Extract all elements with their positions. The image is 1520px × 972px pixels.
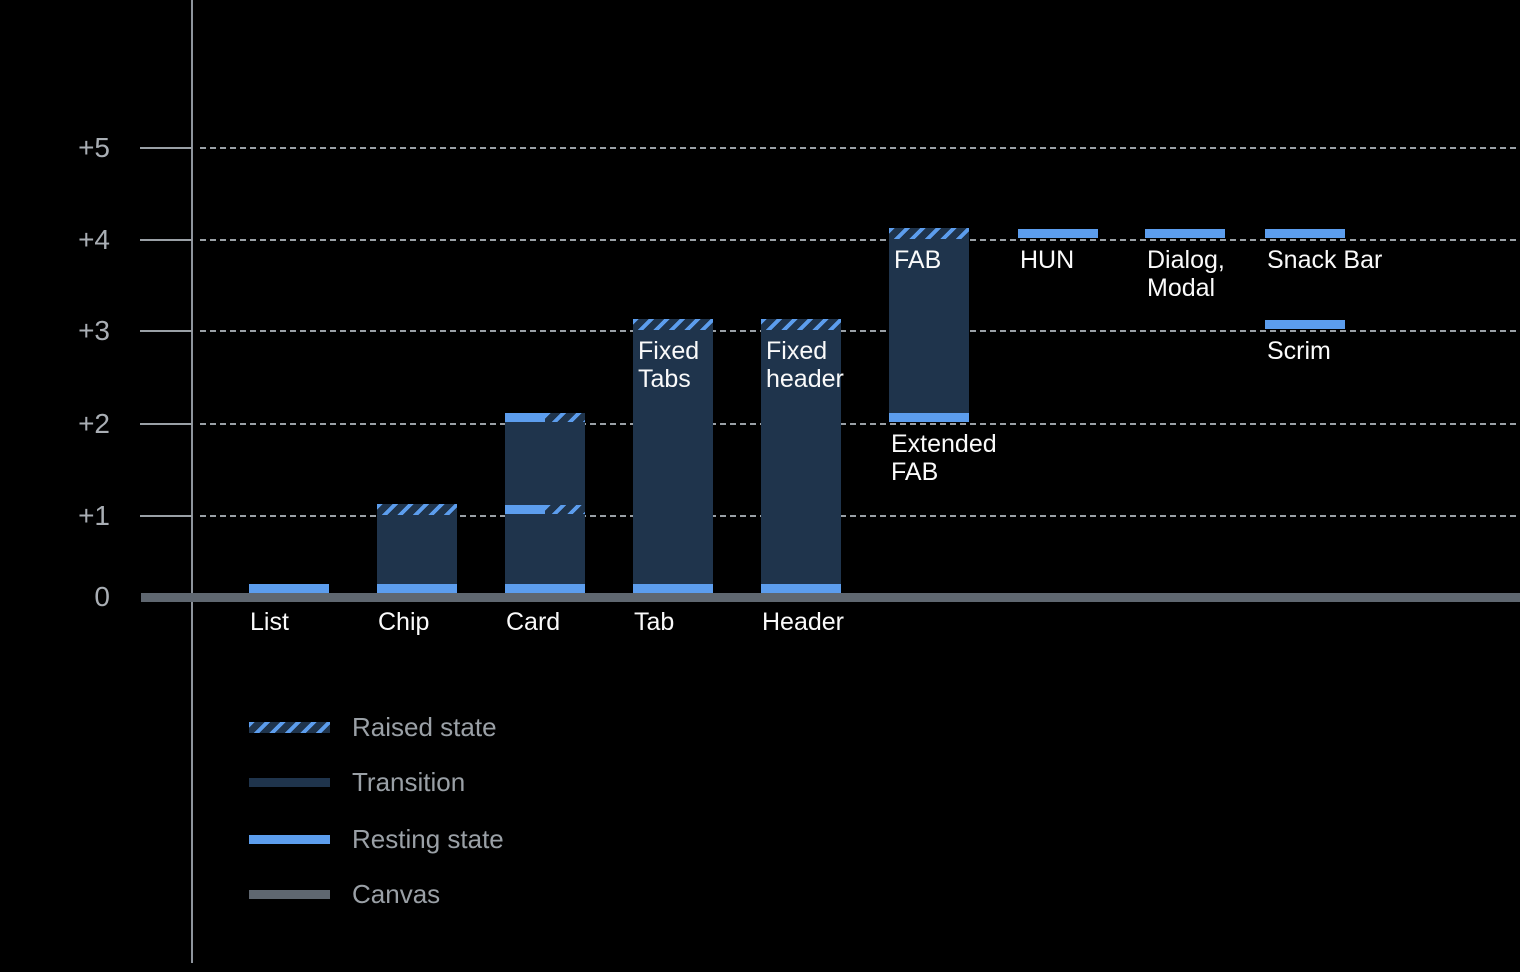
bar-hun-label: HUN bbox=[1020, 246, 1074, 274]
bar-snack-bar-resting bbox=[1265, 229, 1345, 238]
bar-fab-raised bbox=[889, 228, 969, 239]
y-axis-label-1: +1 bbox=[78, 500, 110, 531]
bar-label-line: Modal bbox=[1147, 274, 1216, 302]
canvas-baseline bbox=[141, 593, 1520, 602]
bar-label-line: FAB bbox=[894, 246, 942, 274]
bar-chip-raised bbox=[377, 504, 457, 515]
y-axis-tick-3 bbox=[140, 330, 192, 332]
bar-label-line: FAB bbox=[891, 458, 939, 486]
legend-item-resting-state: Resting state bbox=[249, 823, 504, 854]
bar-card-resting bbox=[505, 584, 585, 593]
legend-item-raised-state: Raised state bbox=[249, 711, 497, 742]
bar-fab-transition bbox=[889, 238, 969, 413]
bar-label-line: Fixed bbox=[638, 337, 700, 365]
gridline-5 bbox=[200, 147, 1520, 149]
bar-dialog-modal-label: Dialog, Modal bbox=[1147, 246, 1225, 302]
bar-label-line: HUN bbox=[1020, 246, 1075, 274]
raised-state-swatch bbox=[249, 721, 330, 733]
bar-card-split-raised bbox=[545, 413, 585, 422]
bar-snack-bar-label: Snack Bar bbox=[1267, 246, 1382, 274]
bar-card-split-resting bbox=[505, 413, 545, 422]
bar-chip-resting bbox=[377, 584, 457, 593]
bar-list-resting bbox=[249, 584, 329, 593]
bar-label-line: Snack Bar bbox=[1267, 246, 1383, 274]
bar-label-line: header bbox=[766, 365, 844, 393]
canvas-swatch bbox=[249, 889, 330, 899]
x-axis-label-header: Header bbox=[762, 608, 844, 636]
x-axis-label-card: Card bbox=[506, 608, 561, 636]
bar-tab-inner-label: Fixed Tabs bbox=[638, 337, 699, 393]
bar-card-transition bbox=[505, 422, 585, 584]
y-axis-tick-5 bbox=[140, 147, 192, 149]
bar-scrim-label: Scrim bbox=[1267, 337, 1331, 365]
bar-tab-transition bbox=[633, 329, 713, 584]
x-axis-label-list: List bbox=[250, 608, 289, 636]
y-axis-tick-1 bbox=[140, 515, 192, 517]
bar-label-line: Dialog, bbox=[1147, 246, 1225, 274]
y-axis-label-4: +4 bbox=[78, 224, 110, 255]
legend-label-transition: Transition bbox=[352, 766, 466, 797]
bar-fab-label: Extended FAB bbox=[891, 430, 997, 486]
gridline-2 bbox=[200, 423, 1520, 425]
legend-label-canvas: Canvas bbox=[352, 878, 441, 909]
bar-label-line: Scrim bbox=[1267, 337, 1331, 365]
x-axis-label-tab: Tab bbox=[634, 608, 675, 636]
y-axis-tick-4 bbox=[140, 239, 192, 241]
bar-chip-transition bbox=[377, 514, 457, 584]
legend-item-transition: Transition bbox=[249, 766, 466, 797]
y-axis-tick-2 bbox=[140, 423, 192, 425]
bar-tab-resting bbox=[633, 584, 713, 593]
gridline-3 bbox=[200, 330, 1520, 332]
transition-swatch bbox=[249, 777, 330, 787]
bar-header-resting bbox=[761, 584, 841, 593]
bar-label-line: Tabs bbox=[638, 365, 691, 393]
y-axis-label-2: +2 bbox=[78, 408, 110, 439]
resting-state-swatch bbox=[249, 834, 330, 844]
x-axis-label-chip: Chip bbox=[378, 608, 430, 636]
bar-fab-inner-label: FAB bbox=[894, 246, 941, 274]
bar-scrim-resting bbox=[1265, 320, 1345, 329]
bar-header-inner-label: Fixed header bbox=[766, 337, 844, 393]
bar-tab-raised bbox=[633, 319, 713, 330]
legend-label-resting-state: Resting state bbox=[352, 823, 504, 854]
y-axis-label-3: +3 bbox=[78, 315, 110, 346]
y-axis-line bbox=[191, 0, 193, 963]
bar-fab-resting bbox=[889, 413, 969, 422]
bar-header-raised bbox=[761, 319, 841, 330]
legend-label-raised-state: Raised state bbox=[352, 711, 497, 742]
bar-card-split-raised bbox=[545, 505, 585, 514]
y-axis-label-0: 0 bbox=[94, 581, 110, 612]
bar-label-line: Extended bbox=[891, 430, 997, 458]
gridline-4 bbox=[200, 239, 1520, 241]
bar-header-transition bbox=[761, 329, 841, 584]
bar-card-split-resting bbox=[505, 505, 545, 514]
legend-item-canvas: Canvas bbox=[249, 878, 441, 909]
gridline-1 bbox=[200, 515, 1520, 517]
bar-label-line: Fixed bbox=[766, 337, 828, 365]
y-axis-label-5: +5 bbox=[78, 132, 110, 163]
bar-hun-resting bbox=[1018, 229, 1098, 238]
bar-dialog-modal-resting bbox=[1145, 229, 1225, 238]
